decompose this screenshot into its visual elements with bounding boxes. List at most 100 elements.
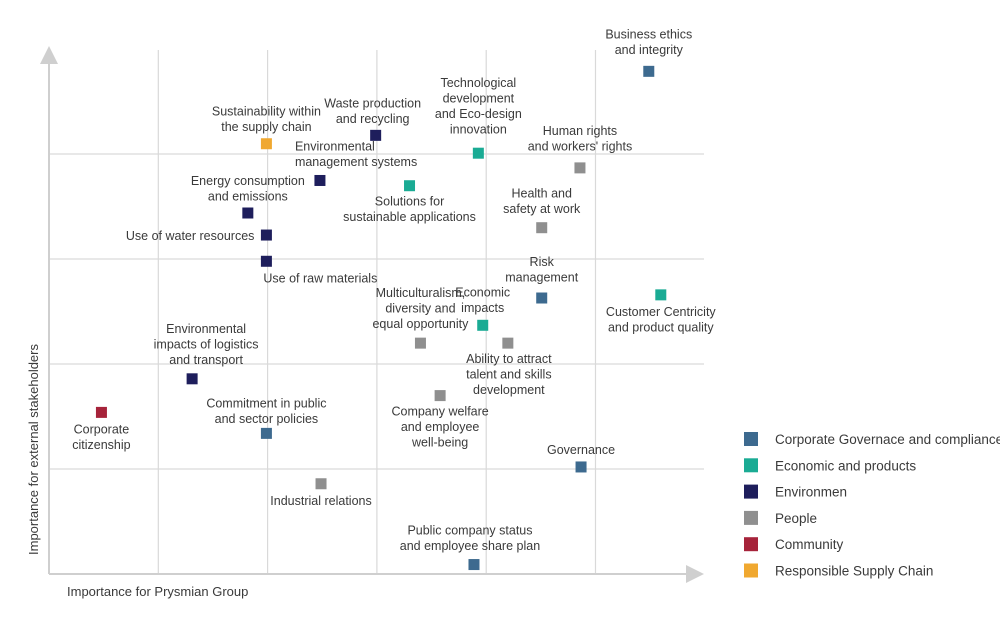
data-point-group: Economic impacts	[455, 285, 510, 331]
data-point-label-line: Solutions for	[375, 195, 444, 209]
legend-item: Community	[744, 537, 844, 552]
legend-item: Environmen	[744, 484, 847, 500]
data-point-group: Commitment in public and sector policies	[206, 396, 327, 439]
legend-label: Community	[775, 537, 844, 552]
data-point-label-line: impacts of logistics	[154, 337, 259, 351]
data-point-group: Solutions for sustainable applications	[343, 180, 476, 224]
data-point-label-line: Governance	[547, 443, 615, 457]
data-point-label-line: Environmental	[166, 322, 246, 336]
legend-item: Corporate Governace and compliance	[744, 432, 1000, 447]
data-point-label-line: Multiculturalism,	[376, 286, 466, 300]
legend-item: Responsible Supply Chain	[744, 563, 933, 579]
data-point-label-line: and emissions	[208, 190, 288, 204]
data-point-label-line: well-being	[411, 436, 468, 450]
legend-item: Economic and products	[744, 458, 916, 473]
data-point-group: Health and safety at work	[503, 187, 581, 234]
legend-swatch	[744, 563, 758, 578]
data-point-label-line: Commitment in public	[206, 396, 326, 410]
legend: Corporate Governace and compliance Econom…	[744, 432, 1000, 579]
data-point-group: Energy consumption and emissions	[191, 174, 305, 219]
data-point-group: Use of raw materials	[260, 255, 377, 285]
data-point-label-line: and transport	[169, 353, 243, 367]
data-point-label-line: and sector policies	[215, 412, 319, 426]
data-point-label: Environmental impacts of logistics and tra…	[154, 322, 259, 367]
data-point-label: Public company status and employee share …	[400, 524, 540, 554]
data-point-label: Waste production and recycling	[324, 96, 421, 126]
data-point-label-line: and product quality	[608, 320, 714, 334]
data-point-marker	[260, 138, 272, 150]
data-point-label: Use of raw materials	[263, 271, 377, 285]
data-point-marker	[260, 427, 272, 439]
data-point-label: Industrial relations	[270, 494, 371, 508]
data-point-label-line: and integrity	[615, 43, 684, 57]
data-point-marker	[404, 180, 416, 192]
data-point-label-line: Environmental	[295, 139, 375, 153]
data-point-label: Commitment in public and sector policies	[206, 396, 326, 426]
data-point-label: Governance	[547, 443, 615, 457]
data-point-label: Economic impacts	[455, 285, 510, 315]
data-point-label: Solutions for sustainable applications	[343, 195, 476, 225]
data-point-group: Customer Centricity and product quality	[606, 289, 716, 334]
data-point-group: Company welfare and employee well-being	[391, 390, 489, 450]
data-point-label-line: Corporate	[74, 422, 130, 436]
legend-swatch	[744, 537, 758, 552]
data-point-marker	[575, 461, 587, 473]
legend-item: People	[744, 510, 817, 526]
data-point-group: Sustainability within the supply chain	[212, 105, 321, 150]
data-point-group: Waste production and recycling	[324, 96, 421, 141]
data-point-label-line: the supply chain	[221, 120, 311, 134]
legend-label: People	[775, 511, 817, 526]
data-point-label: Human rights and workers' rights	[528, 124, 633, 154]
data-point-group: Public company status and employee share …	[400, 524, 540, 571]
data-point-label-line: Business ethics	[605, 27, 692, 41]
data-point-label-line: Ability to attract	[466, 352, 552, 366]
data-point-group: Human rights and workers' rights	[528, 124, 633, 174]
data-point-label-line: innovation	[450, 123, 507, 137]
data-point-label-line: equal opportunity	[372, 317, 469, 331]
data-point-label-line: and recycling	[336, 112, 410, 126]
data-point-marker	[186, 373, 198, 385]
data-point-marker	[434, 390, 446, 402]
data-point-marker	[468, 559, 480, 571]
data-points: Business ethics and integrity Technologica…	[72, 27, 716, 571]
data-point-label: Use of water resources	[126, 229, 255, 243]
data-point-marker	[242, 207, 254, 219]
data-point-group: Multiculturalism, diversity and equal oppo…	[372, 286, 469, 349]
data-point-label: Business ethics and integrity	[605, 27, 692, 57]
data-point-label-line: diversity and	[385, 302, 455, 316]
data-point-label-line: Economic	[455, 285, 510, 299]
y-axis-label: Importance for external stakeholders	[26, 344, 41, 555]
data-point-label-line: Risk	[530, 255, 555, 269]
data-point-label-line: development	[473, 383, 545, 397]
data-point-label: Company welfare and employee well-being	[391, 405, 488, 450]
legend-swatch	[744, 432, 758, 446]
data-point-label-line: safety at work	[503, 202, 581, 216]
data-point-marker	[314, 174, 326, 186]
axes	[40, 46, 704, 583]
data-point-group: Risk management	[505, 255, 579, 304]
data-point-group: Technological development and Eco-design in…	[435, 76, 522, 159]
data-point-group: Ability to attract talent and skills devel…	[466, 337, 552, 397]
data-point-label-line: Use of raw materials	[263, 271, 377, 285]
data-point-group: Business ethics and integrity	[605, 27, 692, 77]
data-point-marker	[574, 162, 586, 174]
legend-label: Corporate Governace and compliance	[775, 432, 1000, 447]
data-point-label: Environmental management systems	[295, 139, 417, 169]
data-point-label: Technological development and Eco-design in…	[435, 76, 522, 137]
data-point-marker	[536, 222, 548, 234]
data-point-label-line: Public company status	[407, 524, 532, 538]
legend-swatch	[744, 510, 758, 525]
legend-label: Environmen	[775, 485, 847, 500]
data-point-group: Environmental impacts of logistics and tra…	[154, 322, 259, 385]
x-axis-arrow-icon	[686, 565, 704, 583]
data-point-label-line: development	[443, 92, 515, 106]
data-point-marker	[315, 478, 327, 490]
data-point-marker	[95, 406, 107, 418]
data-point-label: Sustainability within the supply chain	[212, 105, 321, 135]
data-point-group: Industrial relations	[270, 478, 372, 508]
x-axis-label: Importance for Prysmian Group	[67, 584, 248, 599]
data-point-label-line: citizenship	[72, 438, 130, 452]
data-point-marker	[655, 289, 667, 301]
data-point-label-line: Industrial relations	[270, 494, 371, 508]
data-point-marker	[477, 319, 489, 331]
